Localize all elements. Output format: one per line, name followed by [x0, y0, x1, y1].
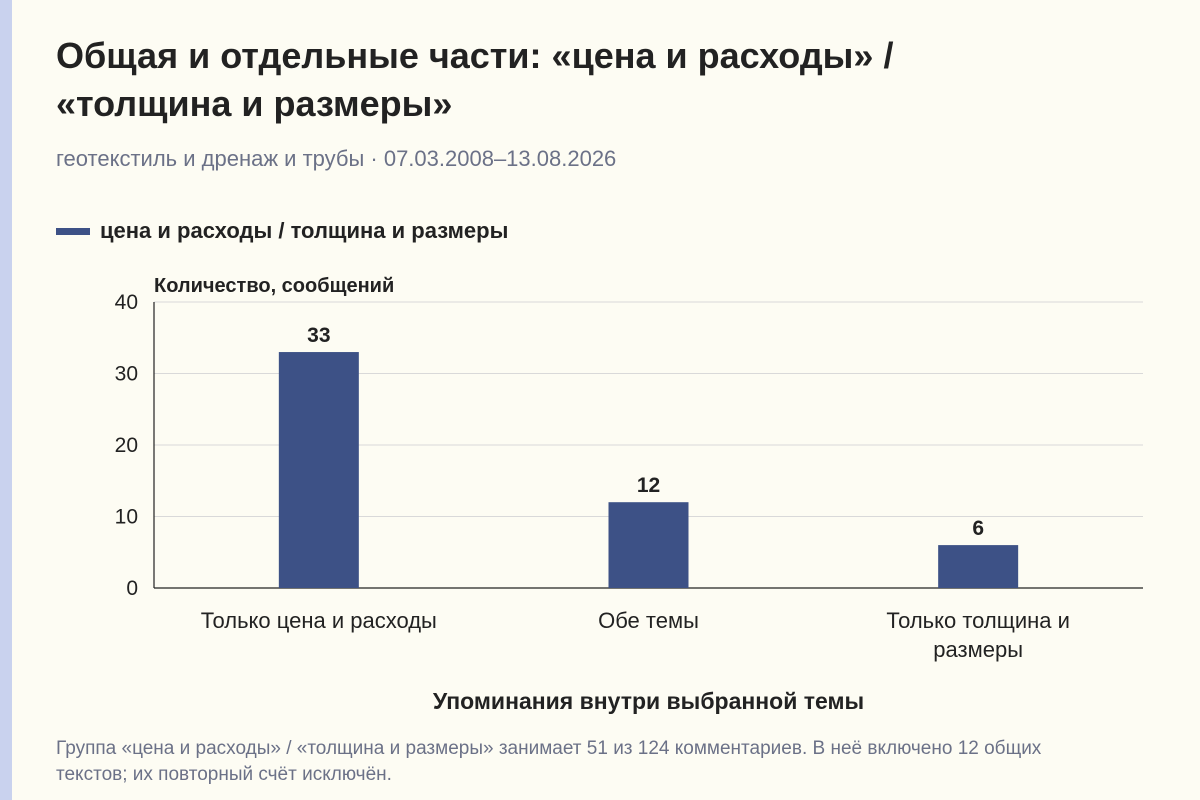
y-axis-label: Количество, сообщений — [154, 275, 394, 297]
legend-label: цена и расходы / толщина и размеры — [100, 218, 509, 243]
y-tick-label: 20 — [115, 434, 138, 457]
x-tick-label: Только цена и расходы — [201, 608, 437, 633]
x-axis-label: Упоминания внутри выбранной темы — [433, 688, 864, 714]
legend: цена и расходы / толщина и размеры — [56, 218, 508, 244]
x-tick-label: размеры — [933, 637, 1023, 662]
chart-subtitle: геотекстиль и дренаж и трубы · 07.03.200… — [56, 146, 617, 171]
bar — [938, 545, 1019, 588]
bar — [278, 352, 359, 588]
chart-title-line-2: «толщина и размеры» — [56, 83, 453, 124]
y-tick-label: 30 — [115, 363, 138, 386]
left-accent-bar — [0, 0, 12, 800]
y-tick-label: 10 — [115, 506, 138, 529]
legend-swatch — [56, 227, 90, 235]
bar-value-label: 6 — [972, 517, 984, 540]
y-tick-label: 40 — [115, 291, 138, 314]
bar — [608, 502, 689, 588]
y-tick-label: 0 — [126, 577, 138, 600]
bar-value-label: 33 — [307, 324, 330, 347]
chart-title: Общая и отдельные части: «цена и расходы… — [56, 32, 1156, 128]
footnote: Группа «цена и расходы» / «толщина и раз… — [56, 738, 1042, 785]
x-tick-label: Обе темы — [598, 608, 699, 633]
x-tick-label: Только толщина и — [886, 608, 1070, 633]
bar-value-label: 12 — [637, 474, 660, 497]
chart-title-line-1: Общая и отдельные части: «цена и расходы… — [56, 35, 894, 76]
